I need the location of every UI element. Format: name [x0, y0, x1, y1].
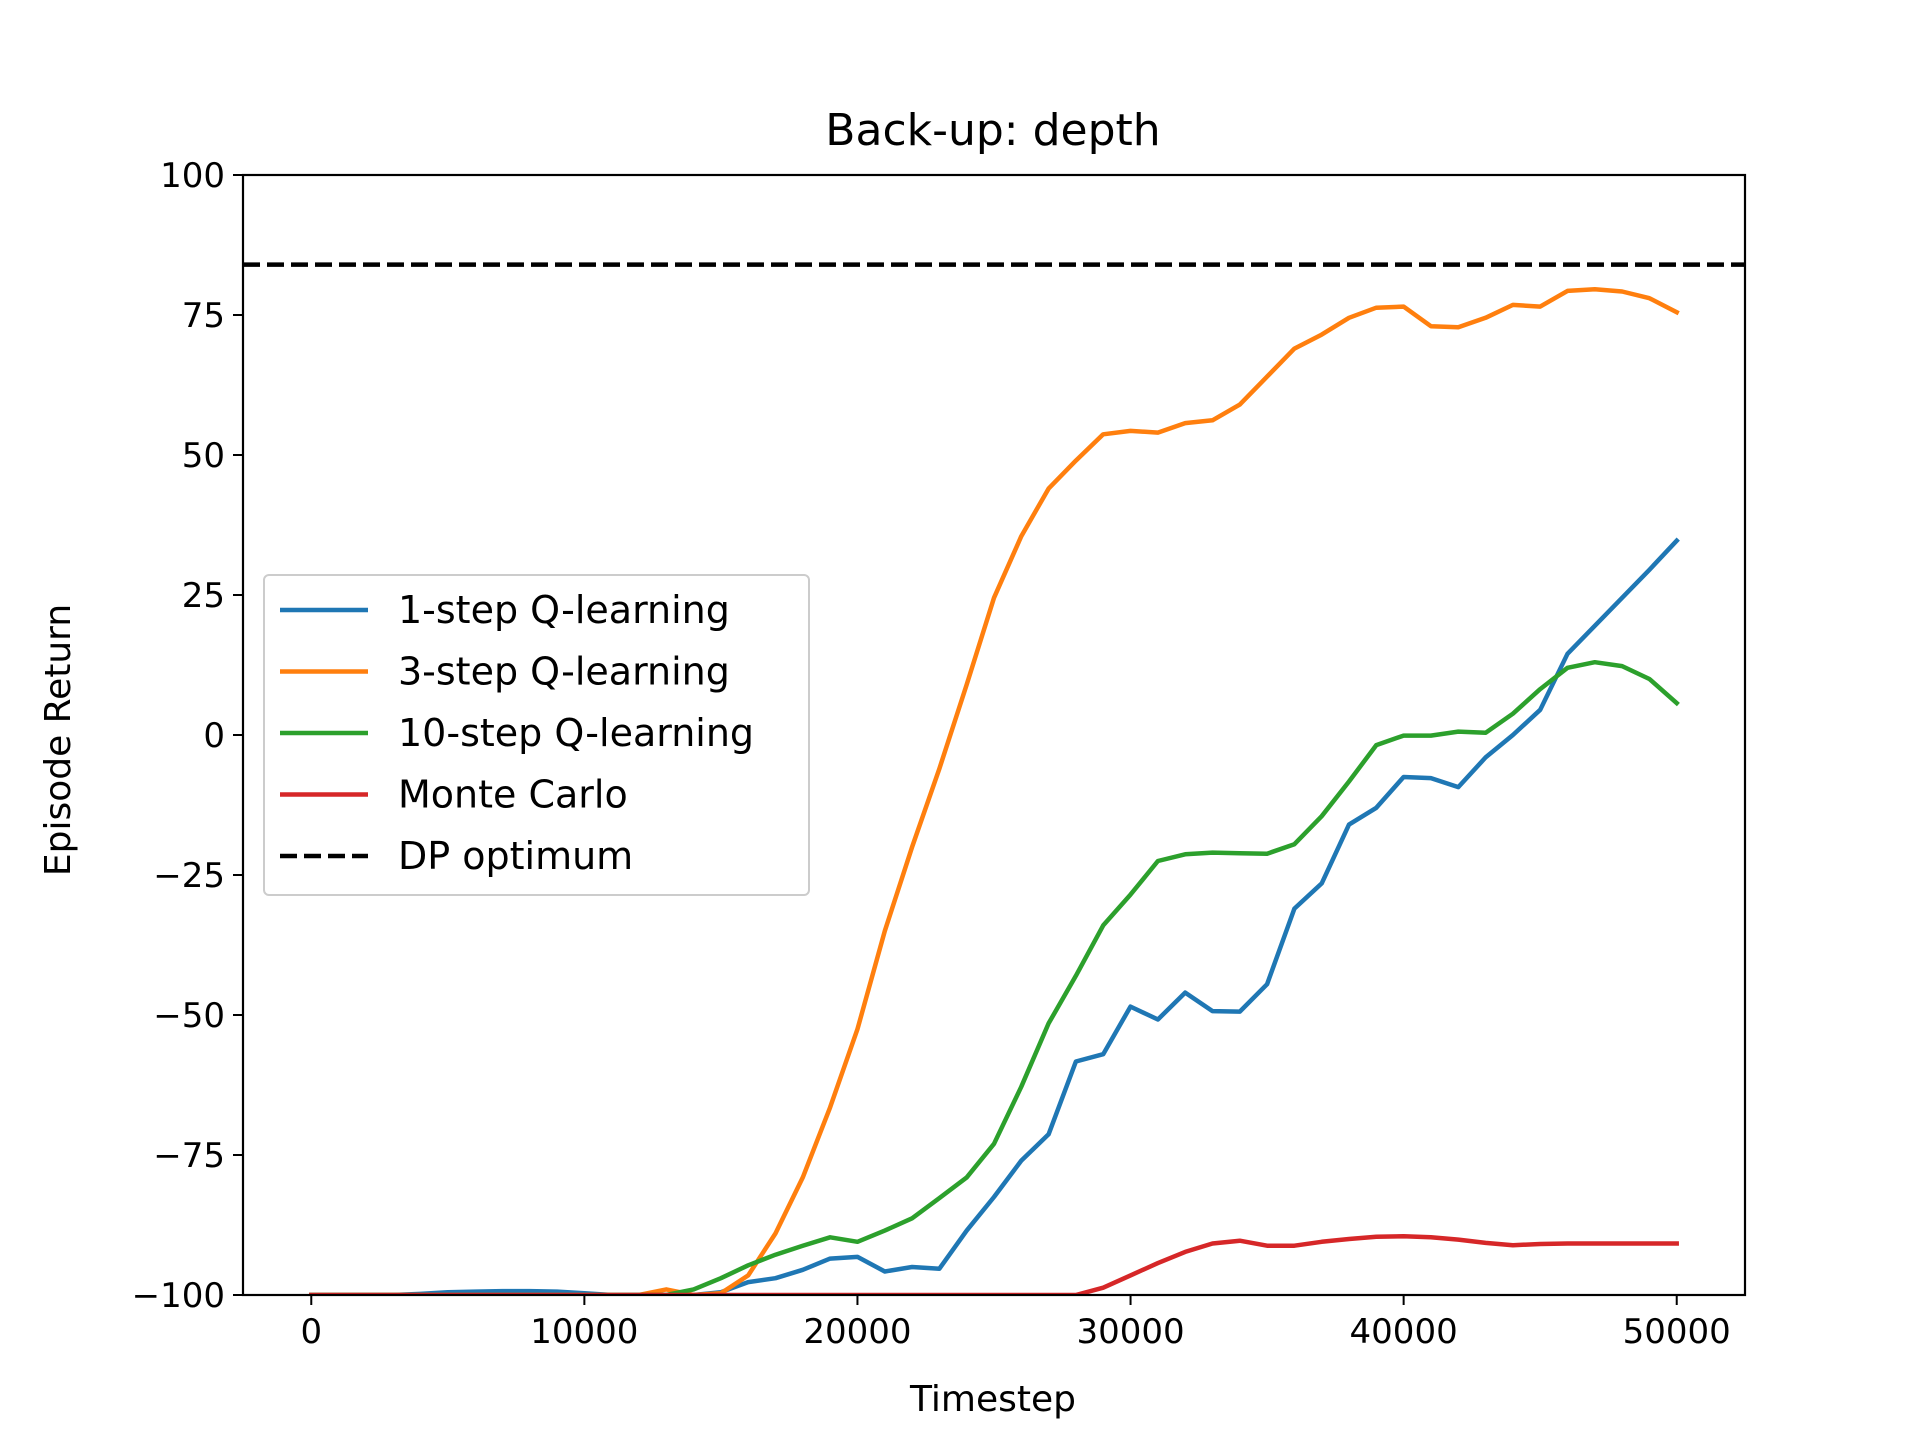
x-tick-label: 20000 [803, 1312, 911, 1352]
legend-label: 3-step Q-learning [398, 650, 730, 694]
legend: 1-step Q-learning 3-step Q-learning 10-ste… [263, 574, 810, 896]
y-tick-label: −100 [132, 1276, 225, 1316]
y-tick-label: 75 [182, 296, 225, 336]
y-tick-label: 25 [182, 576, 225, 616]
legend-label: 10-step Q-learning [398, 711, 754, 755]
y-tick-label: 100 [160, 156, 225, 196]
legend-label: 1-step Q-learning [398, 588, 730, 632]
legend-box [263, 574, 810, 896]
x-tick-label: 10000 [530, 1312, 638, 1352]
series-line-monte-carlo [309, 1233, 1679, 1295]
x-tick-label: 50000 [1623, 1312, 1731, 1352]
plot-area: 0 10000 20000 30000 40000 50000 −100 −75 −50 −25 0… [132, 156, 1747, 1352]
legend-label: Monte Carlo [398, 773, 628, 817]
y-tick-label: −50 [153, 996, 225, 1036]
chart-title: Back-up: depth [825, 105, 1160, 156]
legend-label: DP optimum [398, 834, 633, 878]
y-tick-label: −25 [153, 856, 225, 896]
series-line-1-step-q-learning [309, 537, 1680, 1295]
x-tick-label: 30000 [1076, 1312, 1184, 1352]
x-axis-label: Timestep [909, 1379, 1076, 1420]
x-tick-label: 40000 [1350, 1312, 1458, 1352]
series-group [243, 262, 1745, 1295]
series-line-3-step-q-learning [309, 286, 1680, 1295]
y-tick-label: 0 [203, 716, 225, 756]
y-axis-label: Episode Return [38, 604, 79, 876]
series-line-10-step-q-learning [309, 659, 1680, 1295]
x-tick-label: 0 [300, 1312, 322, 1352]
y-tick-label: 50 [182, 436, 225, 476]
y-tick-label: −75 [153, 1136, 225, 1176]
